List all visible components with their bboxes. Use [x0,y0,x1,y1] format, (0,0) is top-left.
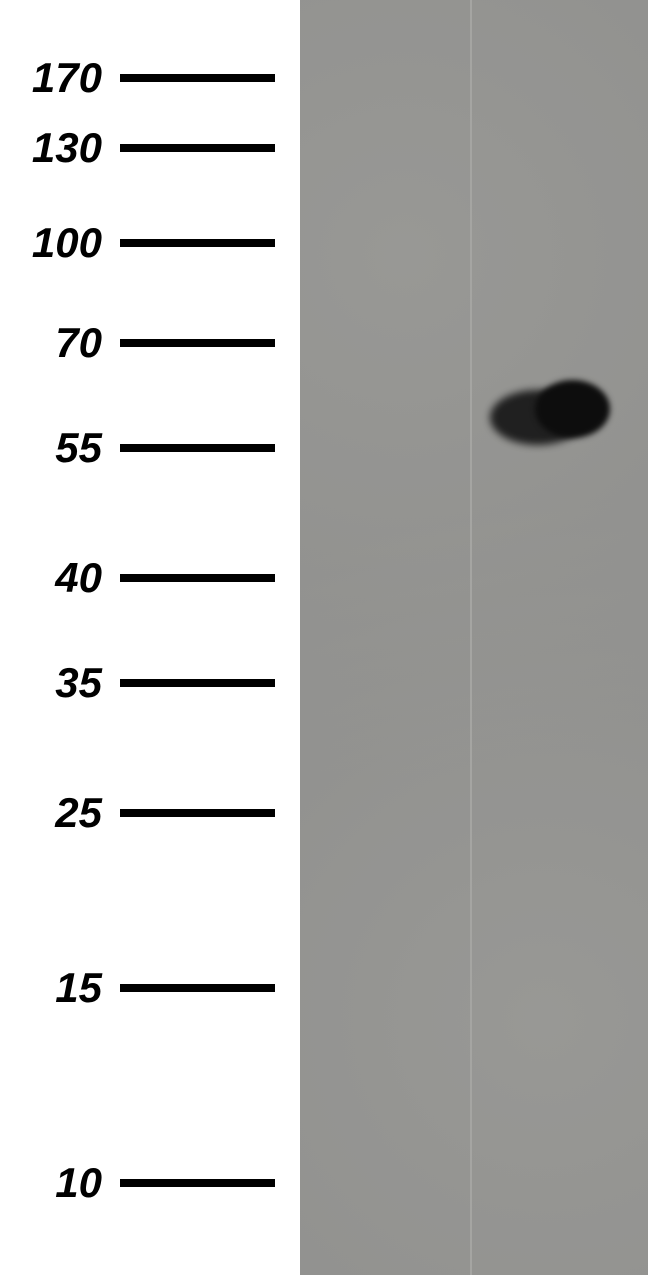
blot-membrane [300,0,648,1275]
ladder-marker: 10 [0,1159,275,1207]
ladder-marker-label: 55 [0,424,120,472]
ladder-tick [120,144,275,152]
ladder-tick [120,444,275,452]
ladder-tick [120,339,275,347]
ladder-tick [120,574,275,582]
ladder-marker: 130 [0,124,275,172]
ladder-tick [120,809,275,817]
ladder-marker-label: 70 [0,319,120,367]
ladder-marker: 70 [0,319,275,367]
ladder-marker: 35 [0,659,275,707]
ladder-marker: 40 [0,554,275,602]
ladder-marker: 25 [0,789,275,837]
ladder-marker-label: 35 [0,659,120,707]
ladder-marker: 55 [0,424,275,472]
ladder-marker: 15 [0,964,275,1012]
molecular-weight-ladder: 170 130 100 70 55 40 35 25 15 10 [0,0,300,1275]
ladder-tick [120,679,275,687]
ladder-marker-label: 100 [0,219,120,267]
ladder-marker-label: 25 [0,789,120,837]
western-blot-figure: 170 130 100 70 55 40 35 25 15 10 [0,0,650,1275]
ladder-tick [120,984,275,992]
ladder-marker-label: 40 [0,554,120,602]
ladder-marker-label: 130 [0,124,120,172]
ladder-marker: 170 [0,54,275,102]
ladder-tick [120,1179,275,1187]
ladder-marker-label: 10 [0,1159,120,1207]
ladder-marker: 100 [0,219,275,267]
protein-band [535,380,610,438]
ladder-marker-label: 170 [0,54,120,102]
lane-divider [470,0,472,1275]
ladder-marker-label: 15 [0,964,120,1012]
ladder-tick [120,74,275,82]
ladder-tick [120,239,275,247]
